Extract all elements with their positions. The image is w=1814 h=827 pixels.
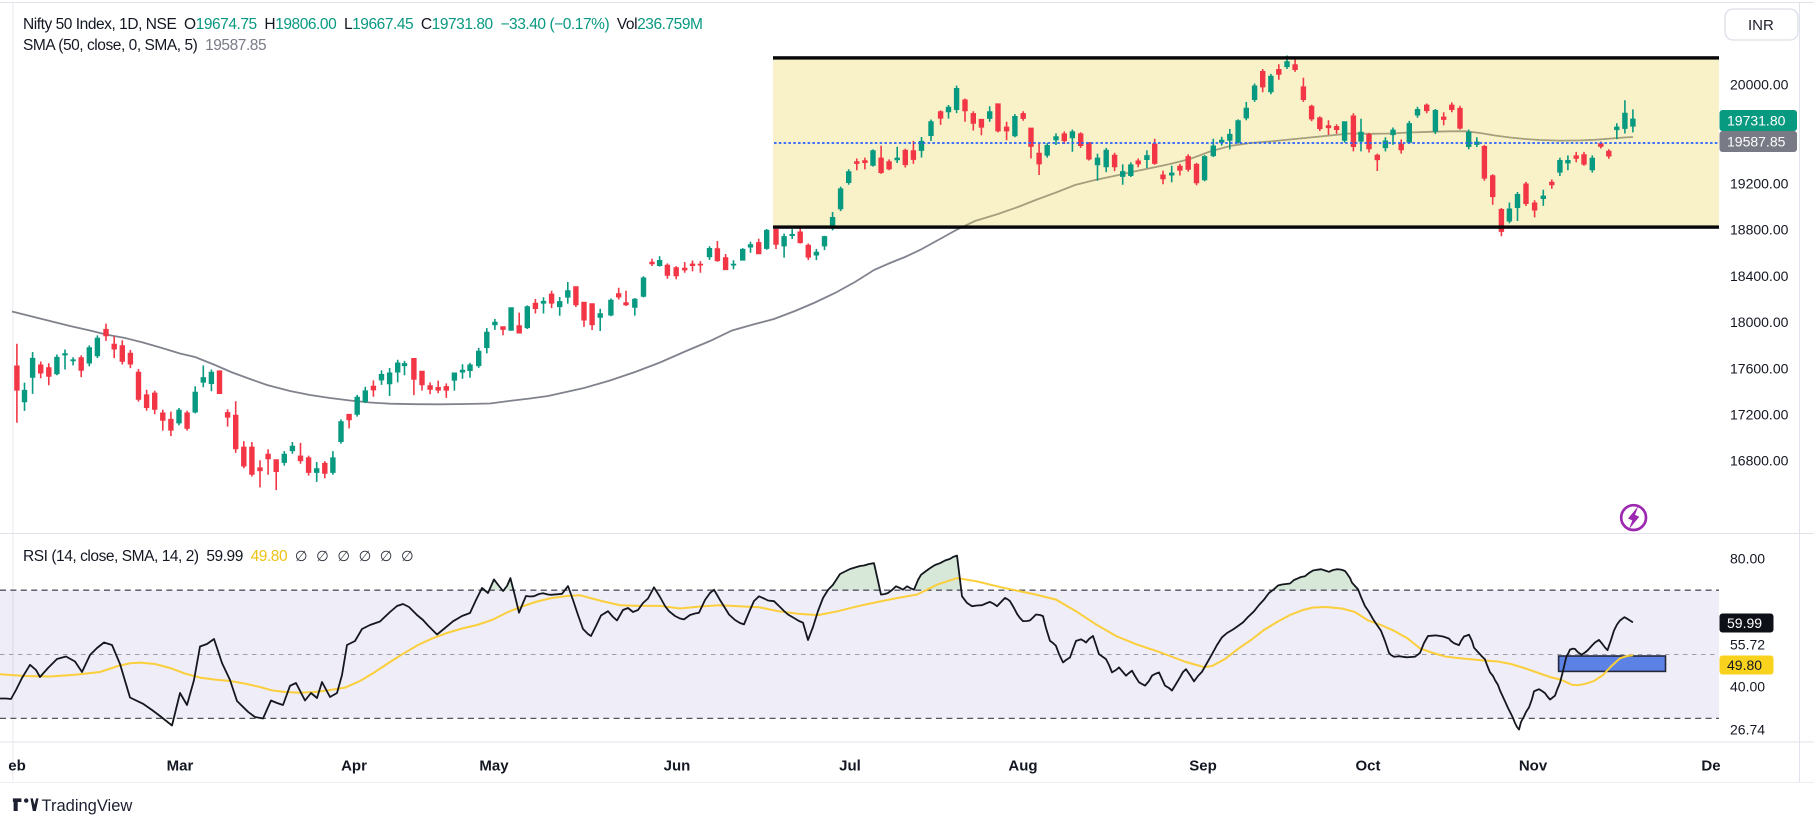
svg-text:Jul: Jul [839, 758, 861, 775]
svg-text:59.99: 59.99 [1727, 615, 1762, 631]
svg-text:Jun: Jun [664, 758, 691, 775]
svg-text:49.80: 49.80 [1727, 657, 1762, 673]
svg-text:19200.00: 19200.00 [1730, 175, 1789, 191]
svg-text:18400.00: 18400.00 [1730, 268, 1789, 284]
svg-text:INR: INR [1748, 17, 1774, 34]
svg-text:19731.80: 19731.80 [1727, 113, 1786, 129]
svg-text:55.72: 55.72 [1730, 637, 1765, 653]
svg-text:17200.00: 17200.00 [1730, 407, 1789, 423]
svg-text:17600.00: 17600.00 [1730, 360, 1789, 376]
svg-text:16800.00: 16800.00 [1730, 453, 1789, 469]
svg-text:May: May [479, 758, 509, 775]
svg-text:Apr: Apr [341, 758, 367, 775]
svg-text:De: De [1701, 758, 1720, 775]
svg-text:26.74: 26.74 [1730, 722, 1765, 738]
svg-text:TradingView: TradingView [42, 797, 133, 815]
svg-text:Oct: Oct [1355, 758, 1380, 775]
svg-text:40.00: 40.00 [1730, 678, 1765, 694]
svg-text:18000.00: 18000.00 [1730, 314, 1789, 330]
svg-text:18800.00: 18800.00 [1730, 222, 1789, 238]
svg-text:19587.85: 19587.85 [1727, 134, 1786, 150]
svg-text:eb: eb [8, 758, 26, 775]
svg-text:Sep: Sep [1189, 758, 1217, 775]
svg-text:20000.00: 20000.00 [1730, 76, 1789, 92]
svg-text:Nov: Nov [1519, 758, 1548, 775]
svg-text:80.00: 80.00 [1730, 551, 1765, 567]
svg-text:Mar: Mar [167, 758, 194, 775]
svg-text:Aug: Aug [1008, 758, 1037, 775]
